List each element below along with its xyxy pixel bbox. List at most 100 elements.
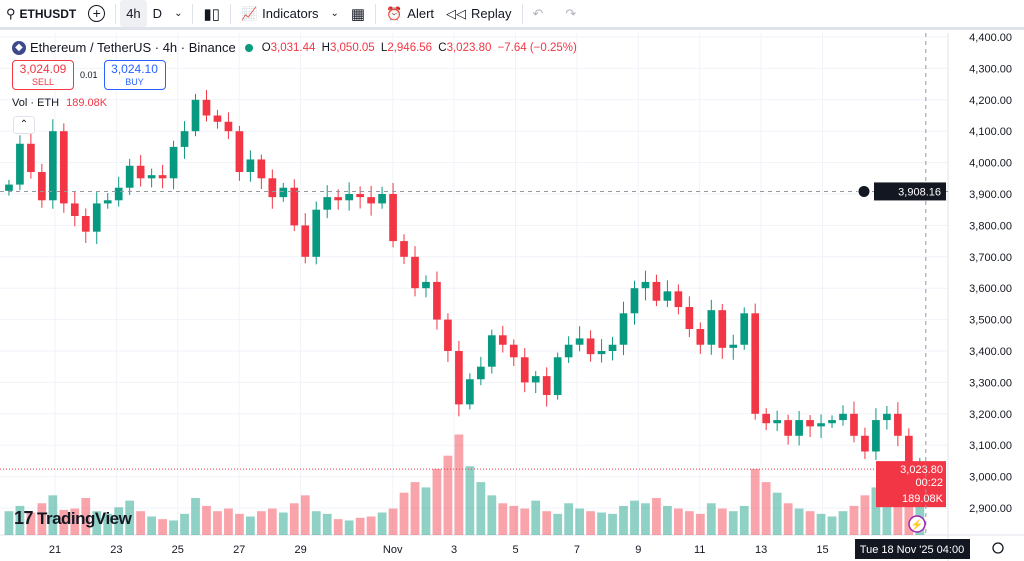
divider: [521, 3, 523, 24]
x-tick-label: 5: [512, 544, 518, 556]
compare-button[interactable]: +: [82, 0, 111, 27]
volume-bar: [169, 520, 178, 535]
timeframe-4h[interactable]: 4h: [120, 0, 147, 27]
candle-body: [81, 215, 90, 232]
volume-bar: [410, 482, 420, 535]
volume-bar: [92, 511, 102, 535]
candle-body: [630, 288, 639, 314]
lightning-icon: [908, 515, 926, 533]
volume-bar: [553, 513, 563, 535]
candle-body: [114, 187, 123, 201]
symbol-search[interactable]: ⚲ ETHUSDT: [0, 0, 82, 27]
crosshair-time-label: Tue 18 Nov '25 04:00: [860, 544, 964, 556]
y-tick-label: 3,700.00: [969, 252, 1012, 264]
change-value: −7.64 (−0.25%): [497, 41, 577, 54]
alarm-clock-icon: ⏰: [386, 5, 403, 21]
buy-button[interactable]: 3,024.10 BUY: [103, 60, 166, 90]
x-tick-label: 21: [49, 544, 61, 556]
candle-body: [49, 131, 57, 201]
chart-type-button[interactable]: ▮▯: [197, 0, 226, 27]
volume-bar: [48, 495, 58, 535]
y-tick-label: 3,500.00: [969, 315, 1012, 327]
layouts-button[interactable]: ▦: [345, 0, 371, 27]
volume-bar: [520, 508, 530, 535]
timeframe-d[interactable]: D: [152, 6, 163, 21]
x-tick-label: 11: [694, 544, 705, 556]
volume-bar: [531, 500, 541, 535]
last-volume-label: 189.08K: [902, 493, 944, 505]
symbol-title: Ethereum / TetherUS · 4h · Binance: [30, 40, 236, 55]
indicators-button[interactable]: 📈 Indicators ⌄: [235, 0, 345, 27]
y-tick-label: 3,100.00: [969, 440, 1012, 452]
candle-body: [301, 225, 310, 257]
low-value: 2,946.56: [387, 41, 433, 54]
candle-body: [663, 291, 672, 301]
timeframe-dropdown[interactable]: ⌄: [168, 0, 188, 27]
candle-body: [59, 131, 68, 204]
sell-button[interactable]: 3,024.09 SELL: [12, 60, 74, 90]
redo-button[interactable]: ↷: [559, 0, 582, 27]
candle-body: [400, 241, 408, 257]
redo-icon: ↷: [565, 5, 577, 21]
divider: [192, 3, 194, 24]
volume-bar: [114, 507, 124, 535]
volume-bar: [772, 492, 782, 535]
logo-text: TradingView: [37, 508, 132, 528]
volume-label: Vol · ETH: [12, 97, 60, 109]
low-label: L: [380, 41, 388, 54]
candle-body: [905, 435, 913, 477]
candle-body: [389, 194, 397, 242]
volume-bar: [300, 495, 310, 535]
candle-body: [466, 379, 474, 405]
x-tick-label: 7: [574, 544, 580, 556]
replay-button[interactable]: ◁◁ Replay: [440, 0, 517, 27]
alert-button[interactable]: ⏰ Alert: [380, 0, 440, 27]
replay-icon: ◁◁: [446, 5, 467, 21]
last-price-badge: [876, 461, 946, 508]
y-tick-label: 2,900.00: [969, 503, 1012, 515]
candle-body: [235, 131, 244, 173]
candle-body: [817, 423, 825, 427]
candle-body: [641, 281, 650, 289]
candle-body: [38, 172, 46, 201]
candle-body: [806, 420, 814, 427]
candle-body: [553, 357, 562, 395]
volume-bar: [575, 508, 585, 535]
volume-bar: [706, 503, 716, 535]
price-chart[interactable]: 4,400.00 4,300.00 4,200.00 4,100.00 4,000.00…: [0, 33, 1024, 561]
volume-bar: [191, 497, 200, 535]
volume-bar: [15, 505, 25, 535]
y-tick-label: 3,200.00: [969, 409, 1012, 421]
top-toolbar: ⚲ ETHUSDT + 4h D ⌄ ▮▯ 📈 Indicators ⌄ ▦ ⏰ Ale…: [0, 0, 1024, 30]
volume-legend: Vol · ETH 189.08K: [12, 97, 107, 109]
buy-price: 3,024.10: [111, 62, 158, 76]
alert-label: Alert: [407, 6, 435, 21]
volume-bar: [608, 513, 617, 535]
candle-body: [125, 165, 134, 188]
collapse-legend-button[interactable]: ⌃: [13, 116, 35, 134]
candle-body: [674, 291, 683, 308]
volume-bar: [136, 511, 146, 535]
volume-bar: [311, 511, 321, 535]
candle-body: [883, 413, 891, 421]
candle-body: [147, 175, 156, 179]
candle-body: [773, 420, 781, 424]
candles-icon: ▮▯: [203, 5, 220, 23]
candle-body: [707, 310, 716, 345]
candle-body: [872, 420, 880, 452]
add-alert-plus-icon: [857, 184, 871, 198]
candle-body: [202, 99, 211, 116]
candle-body: [696, 329, 705, 345]
volume-bar: [860, 495, 870, 535]
undo-button[interactable]: ↶: [527, 0, 550, 27]
candle-body: [685, 307, 694, 330]
candle-body: [136, 165, 145, 179]
candle-body: [378, 194, 386, 204]
high-value: 3,050.05: [329, 41, 375, 54]
candle-body: [828, 420, 836, 424]
volume-bar: [728, 511, 738, 535]
open-value: 3,031.44: [270, 41, 316, 54]
candle-body: [5, 184, 13, 191]
volume-bar: [267, 508, 277, 535]
volume-bar: [805, 511, 815, 535]
